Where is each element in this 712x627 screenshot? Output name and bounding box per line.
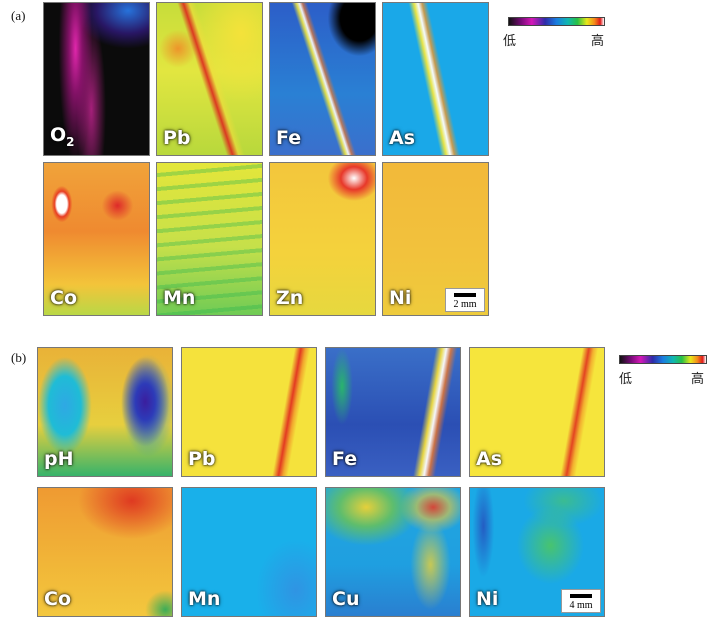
scale-bar-a: 2 mm — [445, 288, 485, 312]
panel-b-label: (b) — [11, 350, 27, 365]
map-a-ni: Ni 2 mm — [382, 162, 489, 316]
colorbar-b — [619, 355, 707, 364]
label-ph: pH — [44, 448, 74, 470]
label-fe-b: Fe — [332, 448, 358, 470]
label-mn-b: Mn — [188, 588, 221, 610]
label-co: Co — [50, 287, 77, 309]
colorbar-a-high: 高 — [591, 34, 605, 49]
scale-b-text: 4 mm — [569, 600, 593, 611]
map-b-co: Co — [37, 487, 173, 617]
label-ni: Ni — [389, 287, 412, 309]
label-ni-b: Ni — [476, 588, 499, 610]
map-a-as: As — [382, 2, 489, 156]
map-a-o2: O2 — [43, 2, 150, 156]
colorbar-a-low: 低 — [503, 34, 517, 49]
label-o2: O2 — [50, 124, 75, 149]
map-b-ni: Ni 4 mm — [469, 487, 605, 617]
scale-a-text: 2 mm — [453, 299, 477, 310]
map-b-cu: Cu — [325, 487, 461, 617]
map-a-zn: Zn — [269, 162, 376, 316]
label-pb: Pb — [163, 127, 191, 149]
colorbar-b-high: 高 — [691, 372, 705, 387]
label-co-b: Co — [44, 588, 71, 610]
panel-a-label: (a) — [11, 8, 26, 23]
map-a-mn: Mn — [156, 162, 263, 316]
label-zn: Zn — [276, 287, 304, 309]
label-pb-b: Pb — [188, 448, 216, 470]
label-fe: Fe — [276, 127, 302, 149]
colorbar-b-low: 低 — [619, 372, 633, 387]
map-b-pb: Pb — [181, 347, 317, 477]
map-a-co: Co — [43, 162, 150, 316]
map-a-pb: Pb — [156, 2, 263, 156]
label-as-b: As — [476, 448, 503, 470]
map-b-mn: Mn — [181, 487, 317, 617]
label-cu: Cu — [332, 588, 360, 610]
map-b-as: As — [469, 347, 605, 477]
map-b-ph: pH — [37, 347, 173, 477]
label-mn: Mn — [163, 287, 196, 309]
label-as: As — [389, 127, 416, 149]
colorbar-a — [508, 17, 605, 26]
map-a-fe: Fe — [269, 2, 376, 156]
map-b-fe: Fe — [325, 347, 461, 477]
scale-bar-b: 4 mm — [561, 589, 601, 613]
